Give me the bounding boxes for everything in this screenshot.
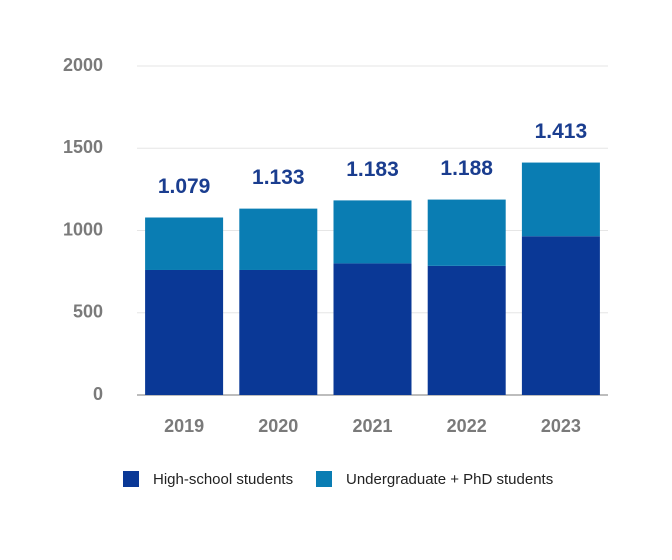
bar-segment: [333, 200, 412, 264]
total-label: 1.133: [252, 166, 305, 189]
x-tick-label: 2023: [541, 416, 581, 436]
bar-segment: [239, 208, 318, 270]
bar-segment: [521, 162, 600, 237]
x-tick-label: 2021: [352, 416, 392, 436]
x-tick-label: 2022: [447, 416, 487, 436]
y-tick-label: 1500: [63, 137, 103, 157]
bar-segment: [427, 265, 506, 395]
total-label: 1.413: [535, 120, 588, 143]
y-tick-label: 500: [73, 302, 103, 322]
total-label: 1.183: [346, 158, 399, 181]
x-tick-label: 2020: [258, 416, 298, 436]
bar-segment: [239, 269, 318, 395]
legend-swatch: [123, 471, 139, 487]
x-tick-label: 2019: [164, 416, 204, 436]
bar-segment: [145, 217, 224, 270]
legend-label: High-school students: [153, 471, 293, 488]
legend-swatch: [316, 471, 332, 487]
y-tick-label: 2000: [63, 55, 103, 75]
y-tick-label: 0: [93, 384, 103, 404]
total-label: 1.079: [158, 175, 211, 198]
bar-segment: [333, 263, 412, 395]
bar-segment: [145, 269, 224, 395]
bar-segment: [427, 199, 506, 266]
total-label: 1.188: [440, 157, 493, 180]
y-tick-label: 1000: [63, 219, 103, 239]
bar-segment: [521, 236, 600, 395]
legend-label: Undergraduate + PhD students: [346, 471, 553, 488]
